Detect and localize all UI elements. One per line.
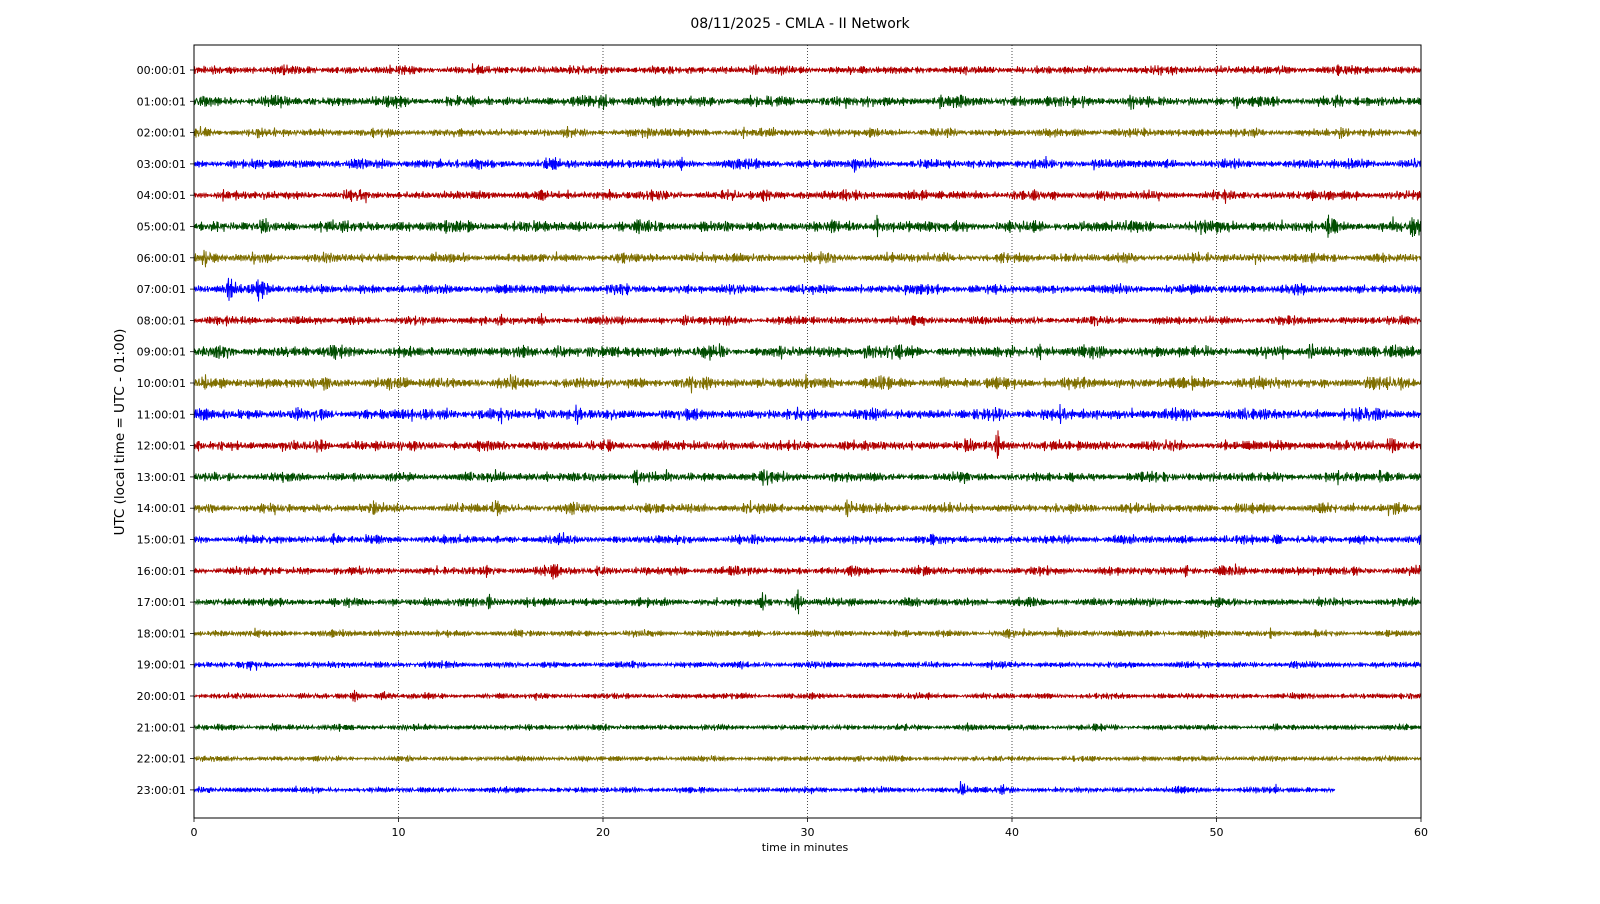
trace-21-00-01 bbox=[193, 722, 1422, 732]
trace-15-00-01 bbox=[193, 532, 1422, 546]
x-axis-label: time in minutes bbox=[762, 841, 849, 854]
y-tick-label: 14:00:01 bbox=[137, 502, 186, 515]
trace-04-00-01 bbox=[193, 188, 1422, 204]
y-tick-label: 06:00:01 bbox=[137, 252, 186, 265]
y-tick-label: 00:00:01 bbox=[137, 64, 186, 77]
y-tick-label: 13:00:01 bbox=[137, 471, 186, 484]
y-tick-label: 05:00:01 bbox=[137, 221, 186, 234]
y-tick-label: 16:00:01 bbox=[137, 565, 186, 578]
trace-lines bbox=[193, 63, 1422, 796]
trace-16-00-01 bbox=[193, 563, 1422, 580]
trace-13-00-01 bbox=[193, 469, 1422, 486]
trace-11-00-01 bbox=[193, 404, 1422, 425]
trace-06-00-01 bbox=[193, 249, 1422, 268]
chart-title: 08/11/2025 - CMLA - II Network bbox=[690, 16, 910, 32]
x-tick-labels: 0 10 20 30 40 50 60 bbox=[191, 818, 1428, 839]
y-tick-label: 04:00:01 bbox=[137, 189, 186, 202]
y-axis-label: UTC (local time = UTC - 01:00) bbox=[112, 329, 128, 536]
trace-17-00-01 bbox=[193, 589, 1422, 615]
plot-frame bbox=[193, 44, 1422, 819]
trace-09-00-01 bbox=[193, 343, 1422, 361]
y-tick-label: 18:00:01 bbox=[137, 627, 186, 640]
trace-05-00-01 bbox=[193, 214, 1422, 238]
x-tick-label: 0 bbox=[191, 826, 198, 839]
trace-20-00-01 bbox=[193, 689, 1422, 703]
y-tick-label: 09:00:01 bbox=[137, 346, 186, 359]
trace-07-00-01 bbox=[193, 277, 1422, 302]
trace-18-00-01 bbox=[193, 627, 1422, 640]
y-tick-label: 11:00:01 bbox=[137, 408, 186, 421]
trace-01-00-01 bbox=[193, 94, 1422, 111]
y-tick-label: 22:00:01 bbox=[137, 753, 186, 766]
trace-12-00-01 bbox=[193, 430, 1422, 459]
x-tick-label: 20 bbox=[596, 826, 610, 839]
y-tick-label: 12:00:01 bbox=[137, 440, 186, 453]
y-tick-label: 07:00:01 bbox=[137, 283, 186, 296]
y-tick-label: 17:00:01 bbox=[137, 596, 186, 609]
y-tick-label: 20:00:01 bbox=[137, 690, 186, 703]
y-tick-label: 21:00:01 bbox=[137, 721, 186, 734]
x-tick-label: 50 bbox=[1210, 826, 1224, 839]
y-tick-label: 08:00:01 bbox=[137, 314, 186, 327]
trace-23-00-01 bbox=[193, 780, 1336, 796]
y-tick-label: 01:00:01 bbox=[137, 95, 186, 108]
trace-08-00-01 bbox=[193, 313, 1422, 327]
y-tick-label: 15:00:01 bbox=[137, 534, 186, 547]
trace-19-00-01 bbox=[193, 660, 1422, 671]
x-tick-label: 30 bbox=[801, 826, 815, 839]
x-tick-label: 10 bbox=[392, 826, 406, 839]
y-tick-label: 03:00:01 bbox=[137, 158, 186, 171]
trace-03-00-01 bbox=[193, 155, 1422, 173]
y-tick-labels: 00:00:01 01:00:01 02:00:01 03:00:01 04:00:01… bbox=[137, 64, 194, 797]
y-tick-label: 10:00:01 bbox=[137, 377, 186, 390]
trace-10-00-01 bbox=[193, 373, 1422, 394]
trace-02-00-01 bbox=[193, 126, 1422, 139]
trace-14-00-01 bbox=[193, 499, 1422, 518]
trace-00-00-01 bbox=[193, 63, 1422, 76]
y-tick-label: 23:00:01 bbox=[137, 784, 186, 797]
trace-22-00-01 bbox=[193, 754, 1422, 763]
y-tick-label: 19:00:01 bbox=[137, 659, 186, 672]
y-tick-label: 02:00:01 bbox=[137, 127, 186, 140]
x-tick-label: 40 bbox=[1005, 826, 1019, 839]
x-tick-label: 60 bbox=[1414, 826, 1428, 839]
